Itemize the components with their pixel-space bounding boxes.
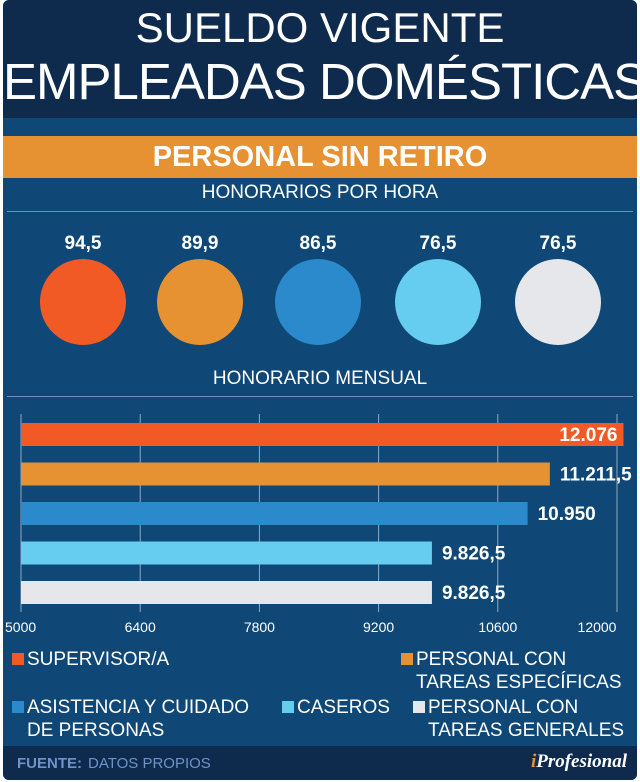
title-line1: SUELDO VIGENTE: [135, 4, 505, 51]
header: SUELDO VIGENTE EMPLEADAS DOMÉSTICAS: [3, 0, 637, 118]
legend-swatch: [12, 653, 24, 665]
legend-swatch: [413, 701, 425, 713]
title-line2: EMPLEADAS DOMÉSTICAS: [3, 53, 637, 110]
source-text: DATOS PROPIOS: [88, 755, 211, 772]
hourly-value: 86,5: [299, 233, 337, 254]
logo-i: i: [530, 751, 537, 772]
legend-label: TAREAS ESPECÍFICAS: [416, 672, 622, 693]
hourly-value: 89,9: [181, 233, 219, 254]
monthly-title: HONORARIO MENSUAL: [212, 368, 428, 389]
legend-label: PERSONAL CON: [428, 697, 579, 718]
legend-item-supervisor: SUPERVISOR/A: [12, 648, 169, 671]
hourly-circle: [157, 259, 243, 345]
hourly-circle: [40, 259, 126, 345]
legend-label: TAREAS GENERALES: [428, 720, 625, 741]
source: FUENTE: DATOS PROPIOS: [17, 755, 211, 772]
legend-label: ASISTENCIA Y CUIDADO: [27, 697, 250, 718]
hourly-value: 94,5: [64, 233, 102, 254]
tick-label: 10600: [478, 619, 517, 635]
legend-item-especificas: PERSONAL CON TAREAS ESPECÍFICAS: [401, 648, 622, 694]
legend-swatch: [12, 701, 24, 713]
hourly-title: HONORARIOS POR HORA: [201, 182, 439, 203]
legend-label: SUPERVISOR/A: [27, 649, 170, 670]
divider: [7, 211, 633, 212]
tick-label: 12000: [578, 619, 617, 635]
bar: [21, 581, 432, 604]
legend-item-generales: PERSONAL CON TAREAS GENERALES: [413, 696, 624, 742]
hourly-value: 76,5: [419, 233, 457, 254]
bar: [21, 541, 432, 565]
divider: [7, 396, 633, 397]
bar-value-label: 10.950: [538, 504, 596, 525]
legend-label: PERSONAL CON: [416, 649, 567, 670]
bar-value-label: 9.826,5: [442, 544, 506, 565]
legend-item-asistencia: ASISTENCIA Y CUIDADO DE PERSONAS: [12, 696, 249, 742]
legend-swatch: [282, 701, 294, 713]
tick-label: 7800: [244, 619, 275, 635]
tick-label: 5000: [5, 619, 36, 635]
section-band: PERSONAL SIN RETIRO: [3, 136, 637, 178]
legend-label: CASEROS: [297, 697, 390, 718]
bar-value-label: 9.826,5: [442, 583, 506, 604]
iprofesional-logo: iProfesional: [531, 751, 627, 773]
hourly-circle: [515, 259, 601, 345]
bar: [21, 423, 624, 446]
bar-chart: 5000 6400 7800 9200 10600 12000 12.076 11.211,5…: [5, 414, 632, 635]
legend-swatch: [401, 653, 413, 665]
infographic: SUELDO VIGENTE EMPLEADAS DOMÉSTICAS PERS…: [3, 0, 637, 780]
legend-label: DE PERSONAS: [27, 720, 165, 741]
tick-label: 9200: [363, 619, 394, 635]
hourly-value: 76,5: [539, 233, 577, 254]
bar: [21, 502, 528, 525]
tick-label: 6400: [125, 619, 156, 635]
hourly-circle: [395, 259, 481, 345]
bar: [21, 462, 550, 486]
hourly-circle: [275, 259, 361, 345]
bar-value-label: 11.211,5: [560, 465, 632, 486]
logo-text: Profesional: [536, 751, 627, 772]
legend-item-caseros: CASEROS: [282, 696, 390, 719]
source-label: FUENTE:: [17, 755, 82, 772]
footer: FUENTE: DATOS PROPIOS iProfesional: [3, 746, 637, 780]
bar-value-label: 12.076: [559, 425, 617, 446]
